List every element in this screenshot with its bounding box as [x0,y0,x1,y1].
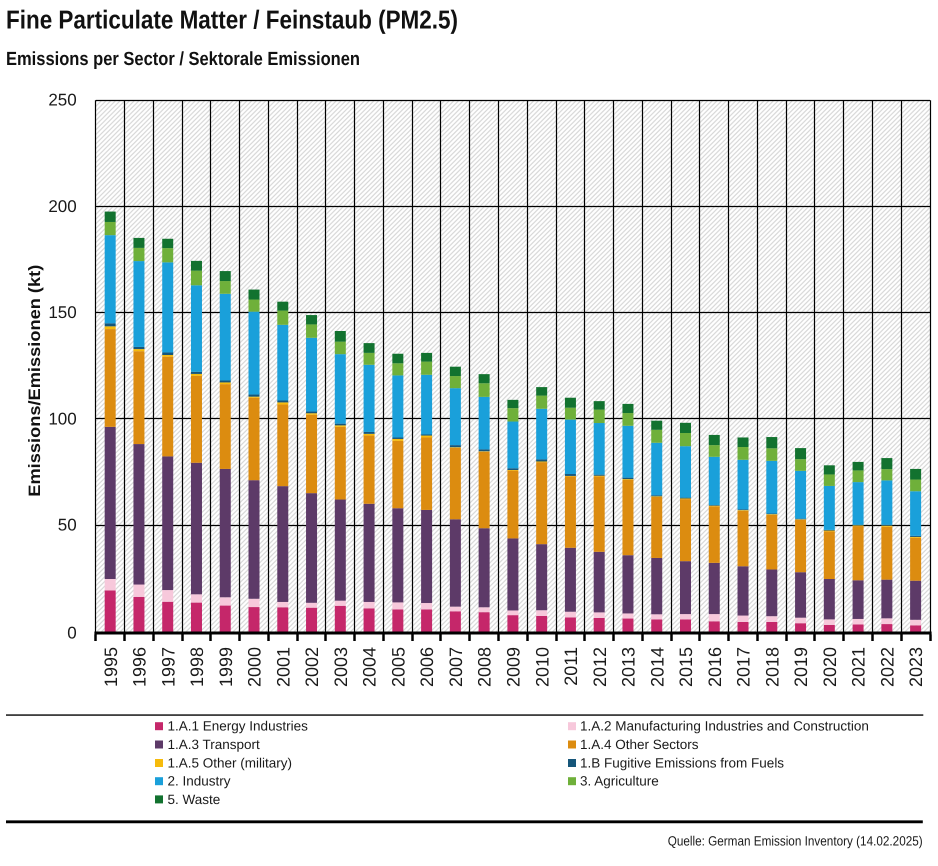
svg-text:2003: 2003 [331,647,351,687]
svg-text:1.B Fugitive Emissions from Fu: 1.B Fugitive Emissions from Fuels [580,756,784,771]
svg-text:1995: 1995 [101,647,121,687]
svg-text:2019: 2019 [791,647,811,687]
svg-text:1.A.5 Other (military): 1.A.5 Other (military) [168,756,293,771]
svg-text:1998: 1998 [187,647,207,687]
svg-text:2. Industry: 2. Industry [168,774,231,789]
svg-text:2007: 2007 [446,647,466,687]
svg-text:Emissions per Sector / Sektora: Emissions per Sector / Sektorale Emissio… [6,49,360,70]
svg-text:3. Agriculture: 3. Agriculture [580,774,659,789]
svg-text:2018: 2018 [762,647,782,687]
svg-text:2001: 2001 [273,647,293,687]
svg-text:1.A.1 Energy Industries: 1.A.1 Energy Industries [168,719,309,734]
svg-text:2023: 2023 [906,647,926,687]
svg-text:2010: 2010 [532,647,552,687]
svg-text:2015: 2015 [676,647,696,687]
svg-text:2021: 2021 [849,647,869,687]
svg-text:100: 100 [48,410,76,429]
svg-text:5. Waste: 5. Waste [168,792,221,807]
svg-text:50: 50 [58,516,77,535]
svg-text:1.A.3 Transport: 1.A.3 Transport [168,737,261,752]
svg-text:1999: 1999 [216,647,236,687]
svg-text:2004: 2004 [360,647,380,687]
svg-text:Quelle: German Emission Invent: Quelle: German Emission Inventory (14.02… [668,834,923,849]
svg-text:2000: 2000 [245,647,265,687]
svg-text:150: 150 [48,303,76,322]
svg-text:2016: 2016 [705,647,725,687]
svg-text:1997: 1997 [158,647,178,687]
svg-text:0: 0 [67,624,76,643]
svg-text:200: 200 [48,197,76,216]
svg-text:Emissions/Emissionen (kt): Emissions/Emissionen (kt) [26,265,44,497]
svg-text:Fine Particulate Matter / Fein: Fine Particulate Matter / Feinstaub (PM2… [6,5,458,35]
svg-text:2014: 2014 [647,647,667,687]
svg-text:1.A.2 Manufacturing Industries: 1.A.2 Manufacturing Industries and Const… [580,719,869,734]
svg-text:2002: 2002 [302,647,322,687]
svg-text:2006: 2006 [417,647,437,687]
svg-text:2012: 2012 [590,647,610,687]
svg-text:2011: 2011 [561,647,581,686]
svg-text:1996: 1996 [130,647,150,687]
svg-text:2013: 2013 [619,647,639,687]
svg-text:250: 250 [48,91,76,110]
svg-text:2009: 2009 [504,647,524,687]
svg-text:2022: 2022 [877,647,897,687]
svg-text:2005: 2005 [388,647,408,687]
svg-text:2017: 2017 [734,647,754,687]
svg-text:1.A.4 Other Sectors: 1.A.4 Other Sectors [580,737,699,752]
svg-text:2020: 2020 [820,647,840,687]
svg-text:2008: 2008 [475,647,495,687]
